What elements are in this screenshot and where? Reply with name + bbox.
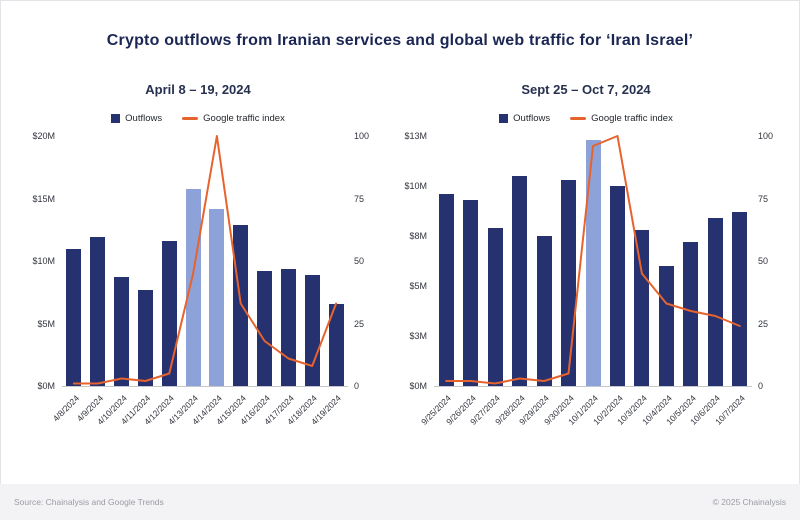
y-tick-right: 50 bbox=[354, 256, 365, 266]
y-tick-left: $0M bbox=[409, 381, 427, 391]
legend-item-traffic: Google traffic index bbox=[182, 113, 285, 124]
chart-area: $0M $5M $10M $15M $20M 0 25 50 75 100 4/8/2024 4/… bbox=[22, 131, 374, 451]
y-tick-left: $20M bbox=[32, 131, 55, 141]
y-tick-left: $10M bbox=[404, 181, 427, 191]
google-traffic-line bbox=[72, 135, 338, 385]
plot-area bbox=[434, 135, 752, 387]
traffic-swatch-icon bbox=[570, 117, 587, 120]
footer-bar: Source: Chainalysis and Google Trends © … bbox=[0, 484, 800, 520]
outflow-bar bbox=[463, 200, 479, 386]
chart-panel-october: Sept 25 – Oct 7, 2024 Outflows Google tr… bbox=[394, 82, 778, 451]
y-tick-right: 25 bbox=[354, 318, 365, 329]
chart-subtitle-october: Sept 25 – Oct 7, 2024 bbox=[521, 82, 651, 97]
outflow-bar bbox=[114, 277, 130, 386]
y-tick-left: $8M bbox=[409, 231, 427, 241]
legend-outflows-label: Outflows bbox=[125, 113, 163, 124]
outflow-bar bbox=[512, 176, 528, 386]
legend-traffic-label: Google traffic index bbox=[203, 113, 285, 124]
outflow-bar bbox=[487, 228, 503, 386]
source-note: Source: Chainalysis and Google Trends bbox=[14, 497, 164, 507]
outflow-bar bbox=[609, 186, 625, 386]
legend-item-traffic: Google traffic index bbox=[570, 113, 673, 124]
y-tick-left: $0M bbox=[37, 381, 55, 391]
outflow-bar bbox=[257, 271, 273, 386]
y-tick-right: 100 bbox=[758, 131, 774, 141]
traffic-swatch-icon bbox=[182, 117, 199, 120]
y-axis-left: $0M $5M $10M $15M $20M bbox=[22, 131, 62, 391]
legend-april: Outflows Google traffic index bbox=[22, 113, 374, 124]
google-traffic-line bbox=[445, 135, 741, 385]
outflow-bar bbox=[161, 241, 177, 386]
chart-panel-april: April 8 – 19, 2024 Outflows Google traff… bbox=[22, 82, 374, 451]
legend-item-outflows: Outflows bbox=[499, 113, 550, 124]
outflow-bar bbox=[328, 303, 344, 386]
chart-subtitle-april: April 8 – 19, 2024 bbox=[145, 82, 251, 97]
outflow-bar bbox=[66, 248, 82, 386]
legend-item-outflows: Outflows bbox=[111, 113, 162, 124]
outflow-bar bbox=[438, 194, 454, 386]
y-tick-right: 75 bbox=[354, 193, 365, 204]
outflow-bar bbox=[683, 242, 699, 386]
y-tick-left: $10M bbox=[32, 256, 55, 266]
outflow-bar bbox=[707, 218, 723, 386]
x-axis-labels: 4/8/2024 4/9/2024 4/10/2024 4/11/2024 4/12/2… bbox=[51, 387, 348, 451]
y-tick-right: 50 bbox=[758, 256, 769, 266]
y-tick-left: $5M bbox=[409, 281, 427, 291]
outflow-bar bbox=[90, 237, 106, 386]
outflow-bar bbox=[634, 230, 650, 386]
y-tick-left: $13M bbox=[404, 131, 427, 141]
y-tick-right: 100 bbox=[354, 131, 370, 141]
y-tick-right: 75 bbox=[758, 193, 769, 204]
outflows-swatch-icon bbox=[499, 114, 509, 123]
y-tick-left: $15M bbox=[32, 193, 55, 204]
y-axis-left: $0M $3M $5M $8M $10M $13M bbox=[394, 131, 434, 391]
outflows-swatch-icon bbox=[111, 114, 121, 123]
outflow-bar bbox=[209, 208, 225, 386]
outflow-bar bbox=[732, 212, 748, 386]
y-tick-right: 25 bbox=[758, 318, 769, 329]
x-axis-labels: 9/25/2024 9/26/2024 9/27/2024 9/28/2024 9/29… bbox=[419, 387, 752, 451]
chart-area: $0M $3M $5M $8M $10M $13M 0 25 50 75 100 9/25/202… bbox=[394, 131, 778, 451]
legend-october: Outflows Google traffic index bbox=[394, 113, 778, 124]
y-axis-right: 0 25 50 75 100 bbox=[348, 131, 374, 391]
outflow-bar bbox=[658, 266, 674, 386]
outflow-bar bbox=[137, 289, 153, 386]
copyright-note: © 2025 Chainalysis bbox=[712, 497, 786, 507]
charts-row: April 8 – 19, 2024 Outflows Google traff… bbox=[0, 82, 800, 451]
page-title: Crypto outflows from Iranian services an… bbox=[106, 32, 694, 49]
y-tick-right: 0 bbox=[354, 381, 360, 391]
outflow-bar bbox=[536, 236, 552, 386]
y-tick-left: $5M bbox=[37, 318, 55, 329]
legend-traffic-label: Google traffic index bbox=[591, 113, 673, 124]
y-tick-right: 0 bbox=[758, 381, 764, 391]
y-axis-right: 0 25 50 75 100 bbox=[752, 131, 778, 391]
outflow-bar bbox=[585, 140, 601, 386]
y-tick-left: $3M bbox=[409, 331, 427, 341]
outflow-bar bbox=[185, 188, 201, 386]
legend-outflows-label: Outflows bbox=[513, 113, 551, 124]
plot-area bbox=[62, 135, 348, 387]
